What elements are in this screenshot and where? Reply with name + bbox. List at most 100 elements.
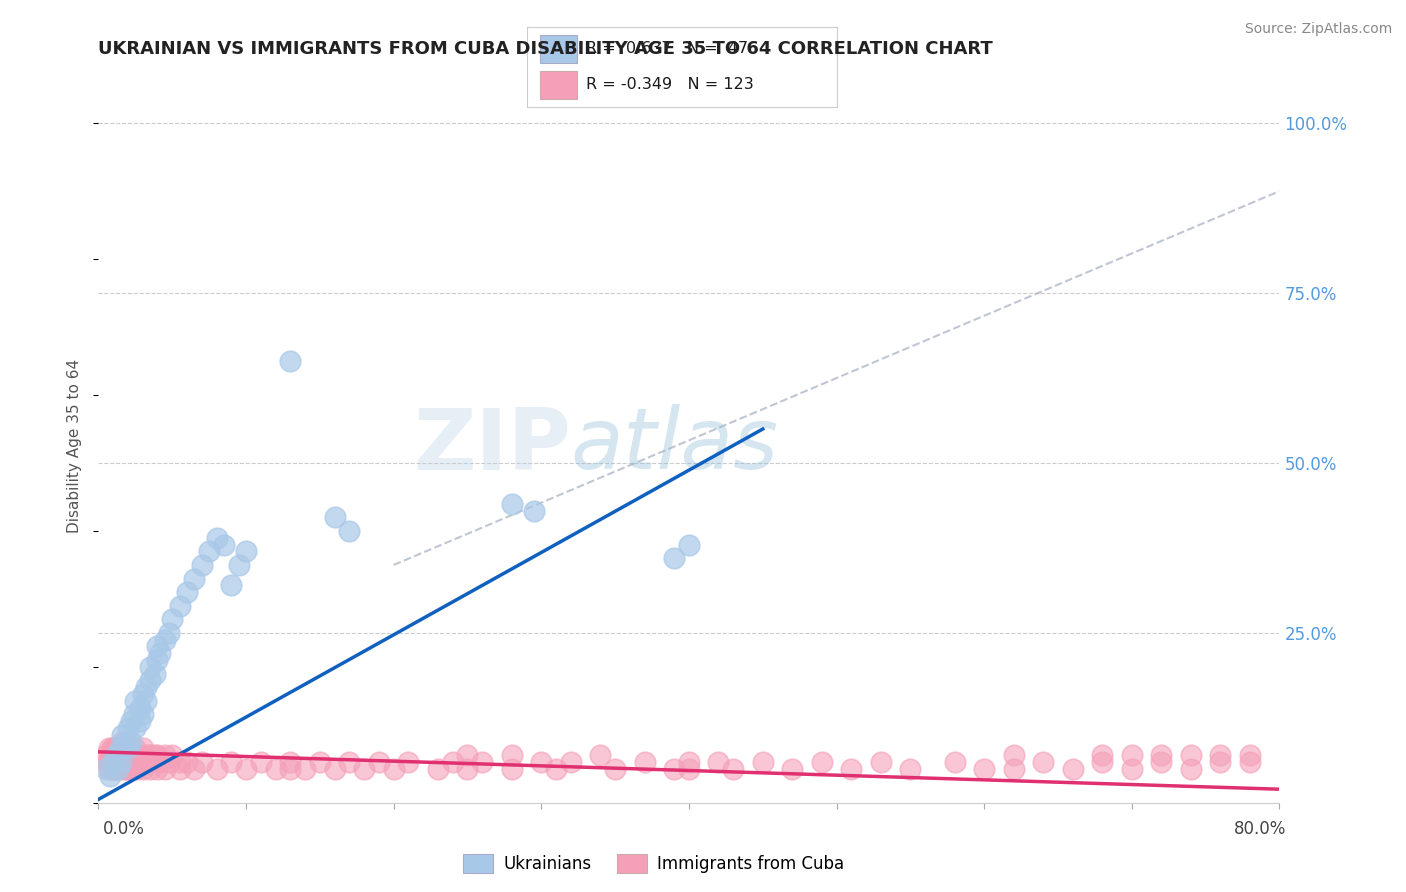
Point <box>382 762 405 776</box>
Point <box>103 762 125 776</box>
Point <box>117 741 139 756</box>
Point <box>162 748 183 763</box>
Text: Source: ZipAtlas.com: Source: ZipAtlas.com <box>1244 22 1392 37</box>
Point <box>169 762 191 776</box>
Point <box>1032 755 1054 769</box>
Point <box>441 755 464 769</box>
Point <box>1121 762 1143 776</box>
Point <box>146 762 169 776</box>
Point <box>427 762 450 776</box>
Point <box>869 755 891 769</box>
Point <box>278 354 302 368</box>
Point <box>396 755 419 769</box>
Point <box>124 694 146 708</box>
Point <box>107 748 129 763</box>
Point <box>841 762 863 776</box>
Point <box>198 544 221 558</box>
Point <box>115 755 138 769</box>
Point <box>98 755 121 769</box>
Text: 0.0%: 0.0% <box>103 820 145 838</box>
Bar <box>540 71 576 99</box>
Point <box>115 748 138 763</box>
Point <box>1062 762 1084 776</box>
Point <box>132 755 155 769</box>
Point <box>678 537 700 551</box>
Point <box>107 755 129 769</box>
Point <box>1180 748 1202 763</box>
Point <box>100 741 122 756</box>
Point <box>98 748 121 763</box>
Point <box>228 558 250 572</box>
Y-axis label: Disability Age 35 to 64: Disability Age 35 to 64 <box>67 359 83 533</box>
Point <box>139 748 162 763</box>
Point <box>103 755 125 769</box>
Point <box>633 755 655 769</box>
Point <box>323 510 346 524</box>
Point <box>143 666 166 681</box>
Point <box>132 707 155 722</box>
Point <box>153 762 176 776</box>
Text: R =  0.637   N =  47: R = 0.637 N = 47 <box>586 41 748 56</box>
Point <box>132 687 155 701</box>
Point <box>124 721 146 735</box>
Point <box>782 762 804 776</box>
Point <box>120 714 142 729</box>
Point <box>124 741 146 756</box>
Point <box>235 544 257 558</box>
Point <box>117 741 139 756</box>
Point <box>523 503 546 517</box>
Point <box>162 612 183 626</box>
Point <box>103 755 125 769</box>
Text: R = -0.349   N = 123: R = -0.349 N = 123 <box>586 78 754 93</box>
Point <box>117 748 139 763</box>
Point <box>456 748 478 763</box>
Point <box>1002 762 1025 776</box>
Point <box>121 748 143 763</box>
Point <box>108 762 131 776</box>
Point <box>546 762 568 776</box>
Point <box>103 741 125 756</box>
Point <box>943 755 966 769</box>
Text: 80.0%: 80.0% <box>1234 820 1286 838</box>
Point <box>110 748 132 763</box>
Point <box>294 762 316 776</box>
Point <box>100 762 122 776</box>
Point <box>219 755 242 769</box>
Point <box>110 755 132 769</box>
Point <box>112 748 135 763</box>
Point <box>132 741 155 756</box>
Point <box>664 762 686 776</box>
Point <box>107 762 129 776</box>
Point <box>128 748 150 763</box>
Point <box>105 748 128 763</box>
Point <box>94 762 117 776</box>
Text: UKRAINIAN VS IMMIGRANTS FROM CUBA DISABILITY AGE 35 TO 64 CORRELATION CHART: UKRAINIAN VS IMMIGRANTS FROM CUBA DISABI… <box>98 40 993 58</box>
Point <box>169 599 191 613</box>
Point <box>264 762 287 776</box>
Point <box>1180 762 1202 776</box>
Point <box>810 755 832 769</box>
Point <box>183 572 205 586</box>
Point <box>125 762 148 776</box>
Point <box>501 748 523 763</box>
Point <box>678 755 700 769</box>
Point <box>96 755 118 769</box>
Point <box>707 755 730 769</box>
Point <box>191 755 214 769</box>
Point <box>1150 755 1173 769</box>
Point <box>135 680 157 694</box>
Point <box>132 762 155 776</box>
Point <box>530 755 553 769</box>
Point <box>114 734 136 748</box>
Point <box>135 748 157 763</box>
Point <box>118 755 141 769</box>
Point <box>157 755 180 769</box>
Bar <box>540 35 576 62</box>
Point <box>368 755 391 769</box>
Point <box>112 755 135 769</box>
Point <box>120 755 142 769</box>
Point <box>278 762 302 776</box>
Point <box>1150 748 1173 763</box>
Point <box>471 755 494 769</box>
Point <box>309 755 332 769</box>
